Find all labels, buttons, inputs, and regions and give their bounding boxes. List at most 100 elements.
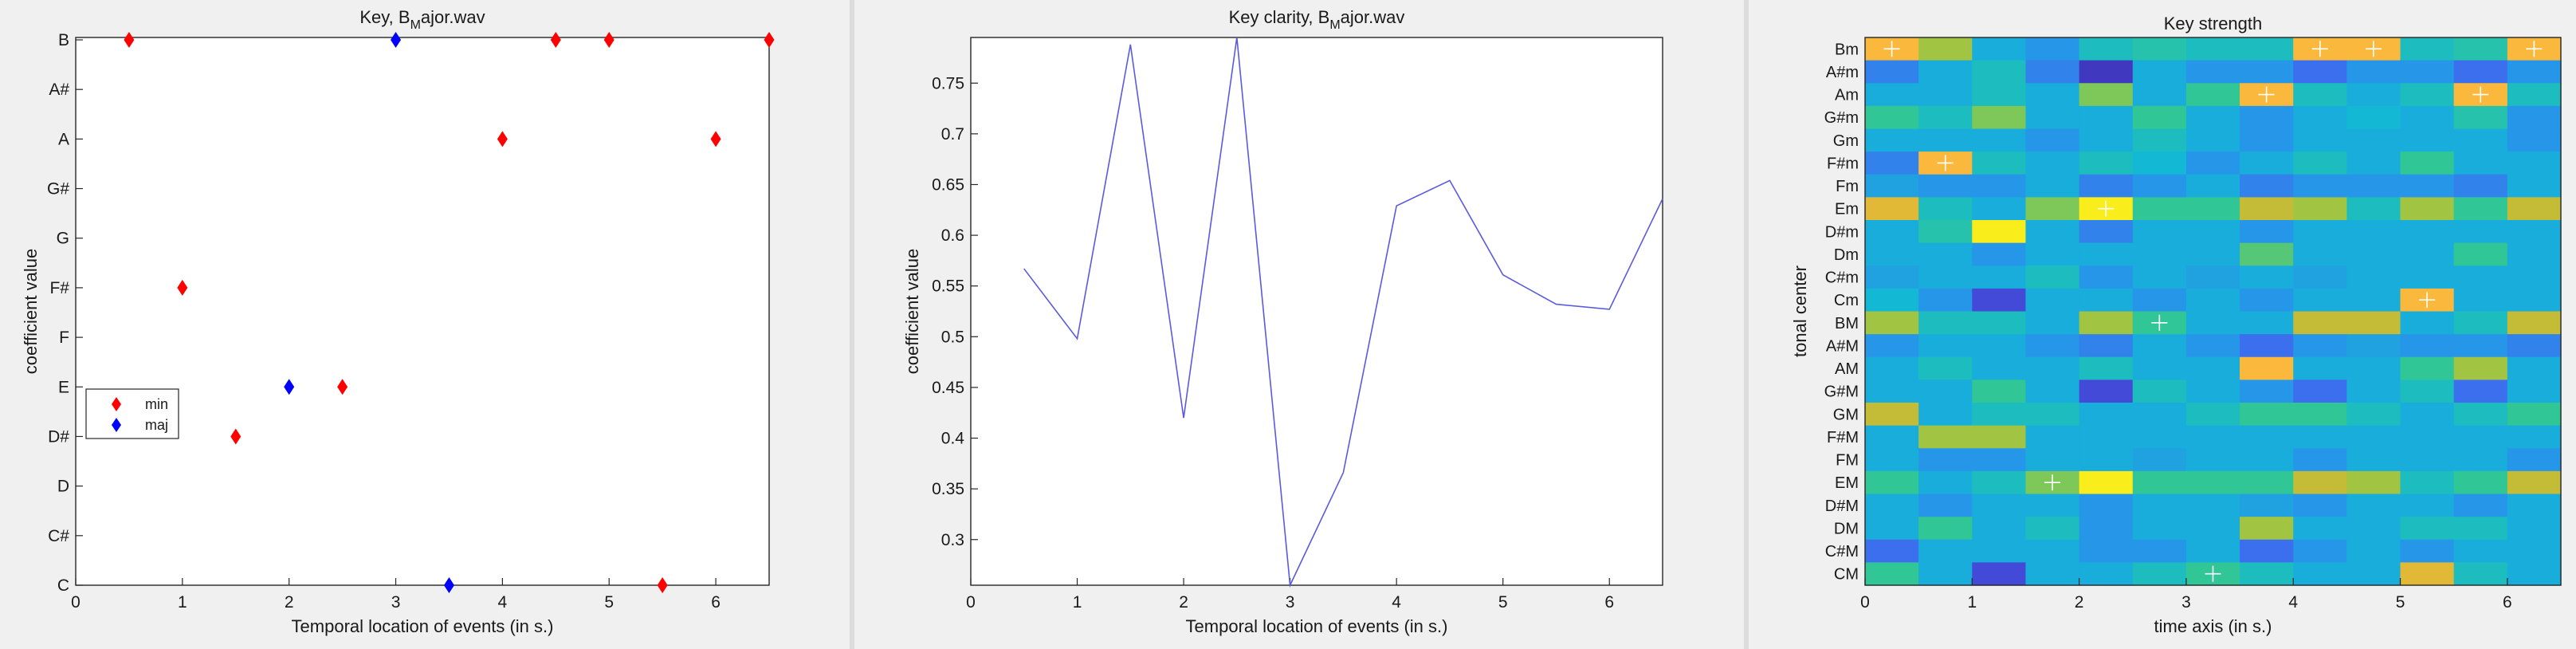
y-tick-label: D#M — [1825, 498, 1859, 515]
heatmap-cell — [1865, 151, 1919, 175]
heatmap-cell — [2400, 128, 2455, 152]
y-tick-label: D — [57, 478, 69, 496]
heatmap-cell — [2453, 334, 2508, 358]
heatmap-cell — [2346, 60, 2401, 84]
title-rest: ajor.wav — [1341, 7, 1405, 27]
panel-divider[interactable] — [850, 0, 854, 649]
heatmap-cell — [1865, 448, 1919, 472]
key-clarity-panel: Key clarity, BMajor.wav 0 1 2 3 4 5 6 0.3 0.35 0.4… — [854, 0, 1744, 649]
data-point-min — [337, 379, 348, 395]
data-point-min — [764, 32, 775, 48]
heatmap-cell — [1865, 174, 1919, 198]
data-point-min — [710, 131, 721, 148]
heatmap-cell — [1865, 288, 1919, 313]
y-tick-label: 0.75 — [932, 74, 964, 92]
heatmap-cell — [1865, 380, 1919, 403]
heatmap-cell — [2346, 470, 2401, 495]
heatmap-cell — [2507, 242, 2562, 266]
x-tick-label: 6 — [711, 593, 721, 612]
heatmap-cell — [2025, 128, 2080, 152]
y-tick-label: CM — [1834, 566, 1859, 584]
heatmap-cell — [2346, 311, 2401, 335]
title-main: Key clarity, B — [1229, 7, 1330, 27]
heatmap-cell — [2025, 517, 2080, 541]
heatmap-cell — [2240, 470, 2294, 495]
heatmap-cell — [1972, 380, 2027, 403]
heatmap-cell — [2132, 174, 2187, 198]
legend-marker — [112, 418, 121, 432]
heatmap-cell — [1972, 425, 2027, 449]
y-tick-label: Cm — [1834, 292, 1859, 309]
heatmap-cell — [2400, 105, 2455, 130]
panel-divider[interactable] — [1744, 0, 1749, 649]
heatmap-cell — [2400, 517, 2455, 541]
heatmap-cell — [1865, 128, 1919, 152]
heatmap-cell — [2346, 517, 2401, 541]
x-tick-label: 2 — [2075, 593, 2084, 612]
heatmap-cell — [2132, 539, 2187, 563]
y-tick-label: A#m — [1826, 64, 1859, 81]
y-tick-label: AM — [1835, 360, 1859, 378]
y-tick-label: 0.3 — [941, 531, 964, 549]
heatmap-cell — [2185, 448, 2240, 472]
chart-svg: Key, BMajor.wav 0 1 2 3 4 5 6 C C# D D# E F F# G G# A A# B T… — [21, 7, 775, 636]
chart-svg: Key clarity, BMajor.wav 0 1 2 3 4 5 6 0.3 0.35 0.4… — [902, 7, 1663, 636]
heatmap-cell — [2453, 425, 2508, 449]
x-tick-label: 5 — [2396, 593, 2405, 612]
heatmap-cell — [2346, 105, 2401, 130]
legend-label: maj — [145, 417, 168, 433]
heatmap-cell — [1918, 356, 1973, 380]
heatmap-cell — [2400, 425, 2455, 449]
heatmap-cell — [2293, 403, 2347, 427]
max-marker — [2526, 41, 2543, 57]
data-point-maj — [391, 32, 402, 48]
heatmap-cell — [1865, 242, 1919, 266]
y-tick-label: BM — [1835, 315, 1859, 332]
heatmap-cell — [2185, 220, 2240, 244]
heatmap-cell — [2240, 220, 2294, 244]
chart-title: Key strength — [2164, 14, 2263, 33]
heatmap-cell — [2132, 470, 2187, 495]
y-tick-label: B — [58, 31, 69, 49]
x-tick-label: 1 — [178, 593, 187, 612]
heatmap-cell — [2293, 266, 2347, 289]
heatmap-cell — [2079, 334, 2134, 358]
heatmap-cell — [2079, 494, 2134, 517]
heatmap-cell — [2240, 539, 2294, 563]
heatmap-cell — [2185, 334, 2240, 358]
heatmap-cell — [2400, 60, 2455, 84]
heatmap-cell — [2025, 288, 2080, 313]
heatmap-cell — [2400, 242, 2455, 266]
heatmap-cell — [1972, 448, 2027, 472]
max-marker — [2205, 565, 2221, 582]
heatmap-cell — [2025, 197, 2080, 221]
heatmap-cell — [2453, 288, 2508, 313]
heatmap-cell — [2185, 311, 2240, 335]
heatmap-cell — [2132, 37, 2187, 61]
heatmap-cell — [1918, 266, 1973, 289]
heatmap-cell — [1865, 425, 1919, 449]
heatmap-cell — [2346, 288, 2401, 313]
heatmap-cell — [2293, 380, 2347, 403]
y-tick-label: A# — [49, 81, 69, 99]
key-panel: Key, BMajor.wav 0 1 2 3 4 5 6 C C# D D# E F F# G G# A A# B T… — [0, 0, 850, 649]
heatmap-cell — [2346, 380, 2401, 403]
heatmap-cell — [2079, 403, 2134, 427]
heatmap-cell — [2079, 37, 2134, 61]
heatmap-cell — [1972, 562, 2027, 586]
x-tick-label: 4 — [1392, 593, 1401, 612]
heatmap-cell — [2132, 60, 2187, 84]
heatmap-cell — [2507, 266, 2562, 289]
heatmap-cell — [2025, 562, 2080, 586]
y-axis-label: tonal center — [1790, 266, 1810, 357]
heatmap-cell — [1918, 128, 1973, 152]
y-tick-label: C# — [48, 527, 69, 545]
y-axis-label: coefficient value — [21, 249, 41, 374]
max-marker — [2311, 41, 2328, 57]
heatmap-cell — [2507, 174, 2562, 198]
plot-frame — [1864, 37, 2562, 586]
heatmap-cell — [2025, 242, 2080, 266]
y-tick-label: DM — [1834, 520, 1859, 537]
heatmap-cell — [2079, 425, 2134, 449]
heatmap-cell — [2400, 356, 2455, 380]
